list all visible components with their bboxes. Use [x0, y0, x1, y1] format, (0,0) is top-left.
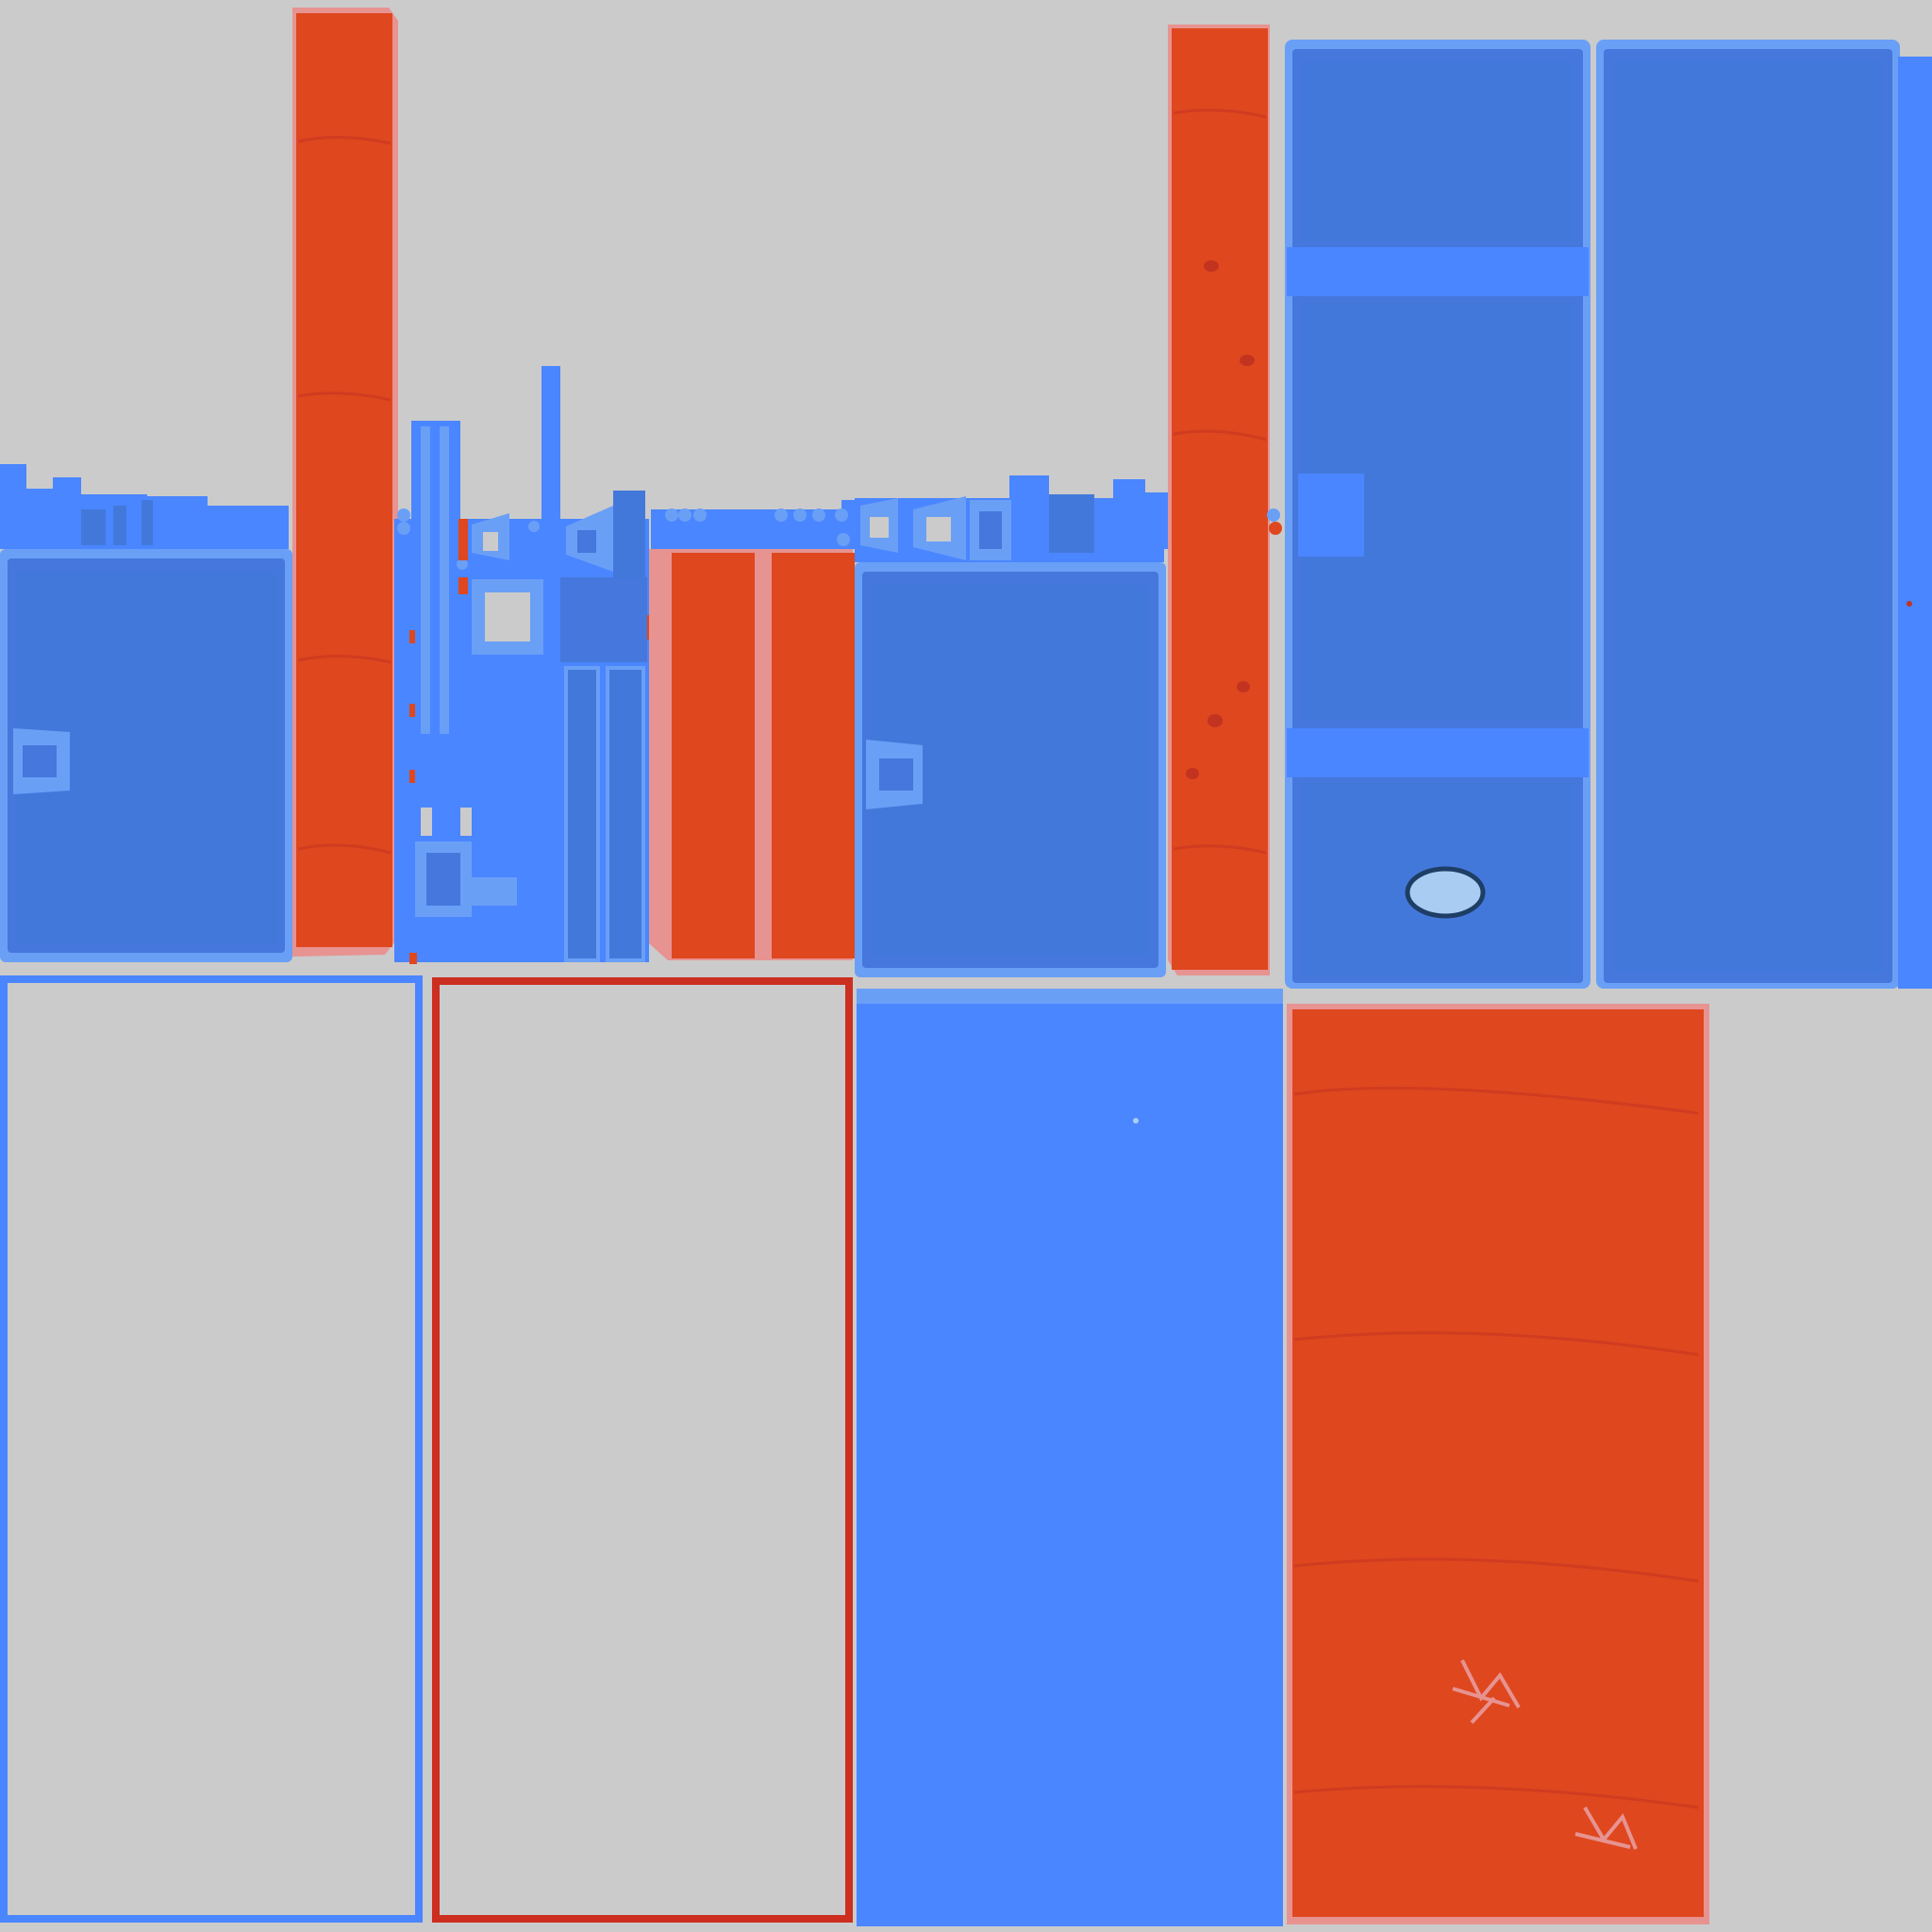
back-panel-blue — [857, 989, 1283, 1926]
wood-plank-pair — [649, 549, 855, 960]
nail-hole-right — [1907, 601, 1912, 607]
empty-slot-red — [432, 977, 853, 1923]
hinge-strip-middle — [855, 494, 1164, 562]
door-panel-middle — [855, 562, 1166, 977]
shelf-bracket — [1298, 474, 1364, 557]
wood-plank-1 — [292, 8, 398, 957]
nail-holes-plank-2 — [1186, 260, 1255, 779]
hardware-cluster-rivets — [397, 508, 850, 570]
hardware-cluster-detail — [415, 426, 647, 962]
wood-grain — [297, 108, 1699, 1809]
rivets-plank-2 — [1267, 508, 1282, 535]
side-panel-right — [1596, 40, 1932, 989]
door-panel-left — [0, 549, 292, 962]
scratch-marks — [1452, 1659, 1638, 1850]
empty-slot-blue — [0, 975, 423, 1923]
back-panel-red — [1287, 1004, 1709, 1924]
cabinet-frame — [1285, 40, 1591, 989]
hinge-strip-left-inner — [81, 500, 153, 545]
wood-plank-2 — [1168, 25, 1270, 975]
keyhole-plate — [1405, 866, 1486, 919]
hinge-strip-left — [0, 464, 289, 549]
